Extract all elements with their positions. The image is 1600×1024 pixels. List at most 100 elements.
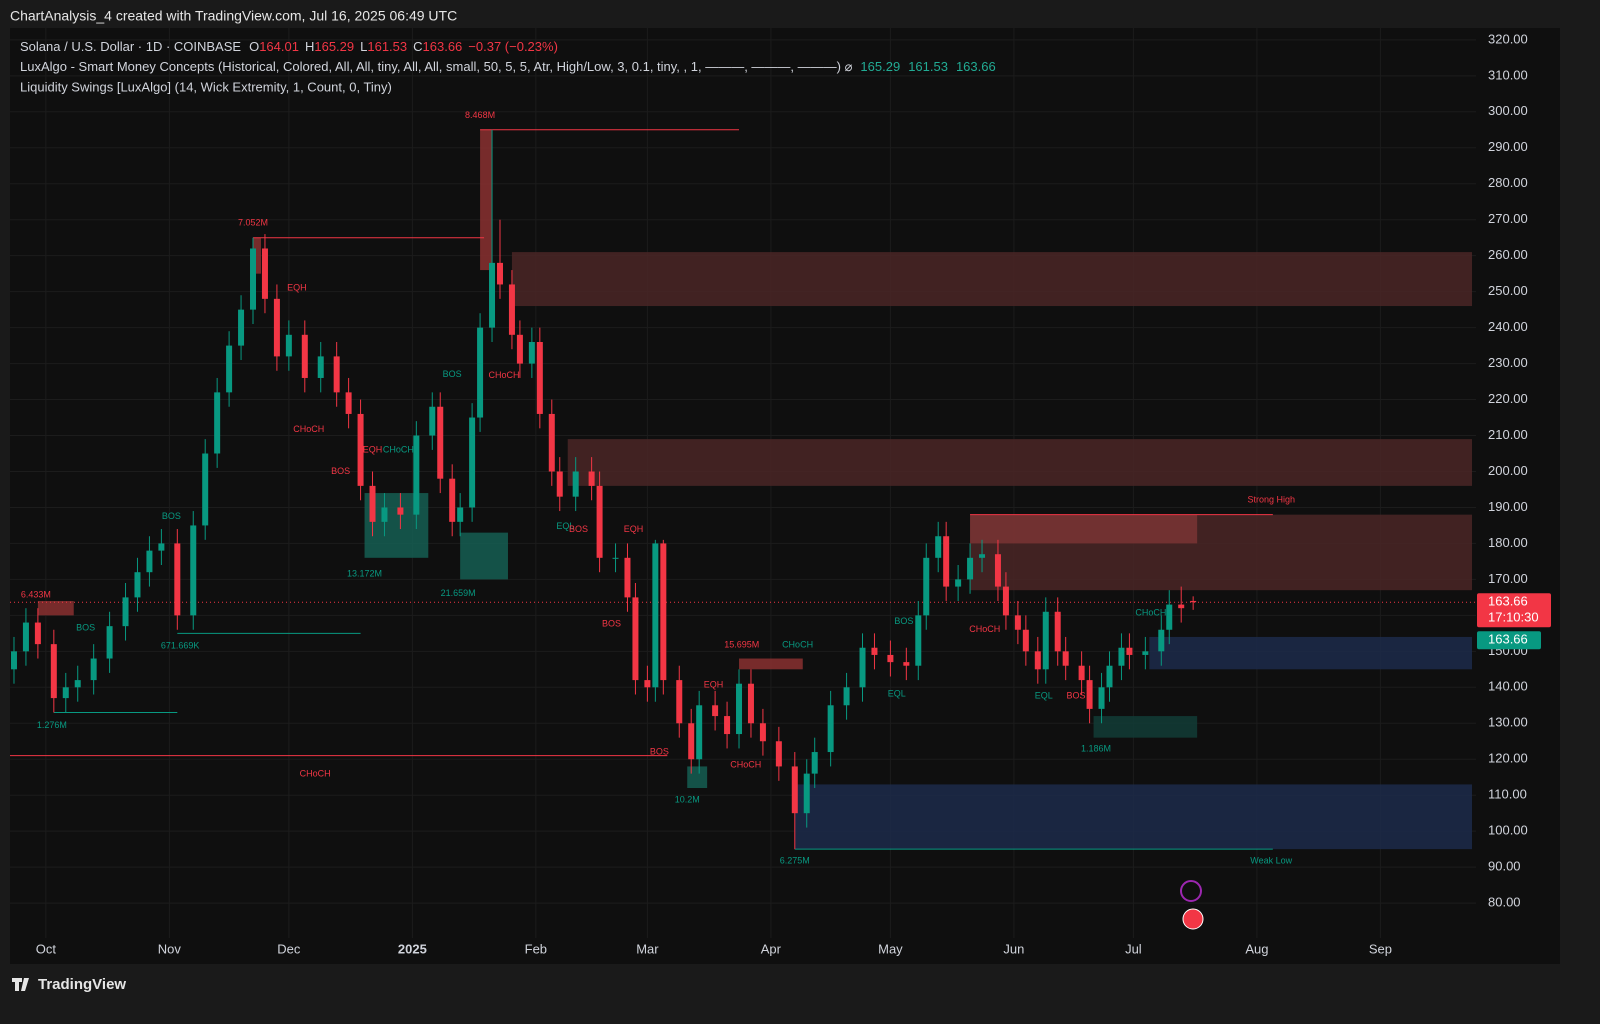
- annotation: CHoCH: [300, 769, 331, 779]
- candle-body: [1022, 629, 1029, 652]
- candle-body: [612, 557, 619, 559]
- annotation: BOS: [650, 746, 669, 756]
- candle-body: [955, 579, 962, 587]
- ohlc-value: 161.53: [367, 39, 407, 54]
- zone: [567, 439, 1473, 486]
- last-price-tag: [1477, 593, 1551, 628]
- y-tick-label: 110.00: [1488, 787, 1527, 802]
- candle-body: [437, 406, 444, 479]
- candle-body: [74, 680, 81, 688]
- zone: [687, 766, 708, 789]
- candle-body: [345, 392, 352, 414]
- y-tick-label: 250.00: [1488, 283, 1528, 298]
- candle-body: [536, 342, 543, 414]
- indicator-value: 161.53: [908, 59, 948, 74]
- candle-body: [724, 716, 731, 735]
- candle-body: [887, 654, 894, 663]
- ohlc-prefix: O: [249, 39, 259, 54]
- candle-body: [1062, 651, 1069, 666]
- candle-body: [1190, 600, 1197, 603]
- candle-body: [469, 417, 476, 508]
- x-tick-label: Feb: [525, 941, 547, 956]
- zone: [794, 784, 1473, 850]
- event-icon: [1182, 908, 1204, 930]
- candle-body: [134, 572, 141, 598]
- y-tick-label: 180.00: [1488, 535, 1528, 550]
- candle-body: [712, 705, 719, 717]
- candle-body: [146, 550, 153, 573]
- candle-body: [688, 723, 695, 760]
- candle-body: [596, 485, 603, 558]
- candle-body: [106, 626, 113, 659]
- annotation: BOS: [443, 369, 462, 379]
- annotation: 1.186M: [1081, 744, 1111, 754]
- y-tick-label: 140.00: [1488, 679, 1528, 694]
- candle-body: [943, 536, 950, 587]
- candle-body: [923, 557, 930, 616]
- candle-body: [457, 507, 464, 522]
- y-tick-label: 190.00: [1488, 499, 1528, 514]
- candle-body: [202, 453, 209, 526]
- indicator-value: 165.29: [860, 59, 900, 74]
- candle-body: [301, 334, 308, 378]
- candle-body: [214, 392, 221, 454]
- annotation: BOS: [602, 619, 621, 629]
- candle-body: [381, 507, 388, 522]
- candle-body: [775, 741, 782, 767]
- zone: [253, 237, 261, 274]
- candle-body: [859, 647, 866, 688]
- symbol: Solana / U.S. Dollar · 1D · COINBASE: [20, 39, 241, 54]
- ohlc-value: 163.66: [423, 39, 463, 54]
- annotation: CHoCH: [730, 760, 761, 770]
- ohlc-prefix: L: [360, 39, 367, 54]
- ohlc-value: 165.29: [314, 39, 354, 54]
- candle-body: [158, 543, 165, 551]
- candle-body: [122, 597, 129, 627]
- zone: [1093, 716, 1198, 738]
- x-tick-label: Jul: [1125, 941, 1142, 956]
- indicator-value: 163.66: [956, 59, 996, 74]
- indicator-price-tag: [1477, 631, 1541, 650]
- candle-body: [190, 525, 197, 616]
- candle-body: [449, 478, 456, 522]
- annotation: EQH: [363, 444, 383, 454]
- ohlc-value: 164.01: [259, 39, 299, 54]
- x-tick-label: 2025: [398, 941, 427, 956]
- y-tick-label: 120.00: [1488, 751, 1528, 766]
- candle-body: [413, 435, 420, 515]
- candle-body: [676, 680, 683, 724]
- candle-body: [273, 298, 280, 357]
- candle-body: [1098, 687, 1105, 709]
- candle-body: [871, 647, 878, 655]
- candle-body: [994, 554, 1001, 587]
- candle-body: [1002, 586, 1009, 616]
- indicator-price-label: 163.66: [1488, 632, 1528, 647]
- zone: [37, 600, 74, 616]
- candle-body: [50, 644, 57, 699]
- candle-body: [1106, 665, 1113, 688]
- annotation: EQL: [1035, 691, 1053, 701]
- x-tick-label: Apr: [761, 941, 782, 956]
- candle-body: [1178, 604, 1185, 609]
- annotation: 15.695M: [724, 640, 759, 650]
- candle-body: [747, 683, 754, 724]
- y-tick-label: 230.00: [1488, 355, 1528, 370]
- y-tick-label: 320.00: [1488, 31, 1528, 46]
- candle-body: [238, 309, 245, 346]
- x-tick-label: Oct: [36, 941, 57, 956]
- candle-body: [1142, 651, 1149, 655]
- candle-body: [477, 327, 484, 418]
- zone: [511, 252, 1473, 307]
- candle-body: [397, 507, 404, 515]
- candle-body: [644, 680, 651, 688]
- candle-body: [967, 557, 974, 580]
- indicator-name: Liquidity Swings [LuxAlgo] (14, Wick Ext…: [20, 79, 392, 94]
- candle-body: [827, 705, 834, 753]
- annotation: 6.275M: [780, 855, 810, 865]
- countdown: 17:10:30: [1488, 610, 1539, 625]
- annotation: CHoCH: [383, 444, 414, 454]
- annotation: BOS: [894, 616, 913, 626]
- candle-body: [652, 543, 659, 688]
- indicator-line: LuxAlgo - Smart Money Concepts (Historic…: [20, 59, 996, 74]
